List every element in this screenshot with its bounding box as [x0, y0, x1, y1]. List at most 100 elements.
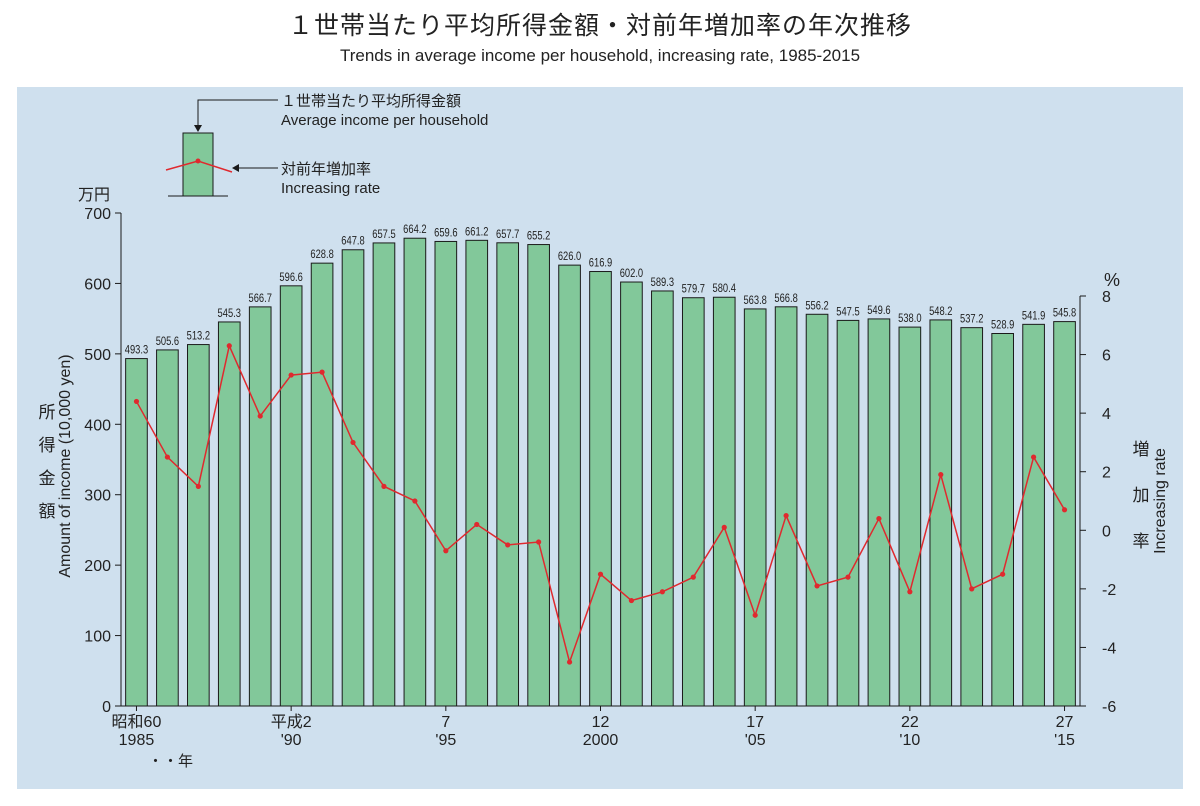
rate-point-1994 [412, 498, 418, 504]
chart-subtitle: Trends in average income per household, … [339, 46, 861, 65]
income-bar-label-1993: 657.5 [372, 228, 395, 241]
income-bar-2015 [1053, 321, 1076, 707]
income-bar-1992 [341, 249, 365, 707]
income-bar-label-1991: 628.8 [310, 248, 333, 261]
income-bar-label-1998: 655.2 [527, 230, 550, 243]
rate-point-1988 [226, 343, 232, 349]
x-tick-label-year: '05 [745, 732, 766, 749]
income-bar-1985 [125, 358, 148, 707]
right-axis-label-en: Increasing rate [1152, 448, 1169, 554]
income-bar-2006 [774, 306, 798, 707]
income-bar-2012 [960, 327, 984, 707]
income-bar-label-1988: 545.3 [218, 307, 241, 320]
x-tick-label-era: 平成2 [271, 713, 312, 731]
rate-point-1985 [133, 398, 140, 405]
income-bar-1989 [248, 306, 272, 707]
x-tick-label-year: '90 [281, 732, 302, 749]
legend-bar-arrow [194, 125, 202, 132]
x-tick-label-year: '95 [435, 732, 456, 749]
left-axis-label-ja-char: 金 [39, 469, 56, 488]
left-tick-label: 700 [84, 206, 111, 223]
income-bar-label-2008: 547.5 [836, 305, 859, 318]
income-bar-2013 [991, 333, 1014, 707]
income-bar-label-1999: 626.0 [558, 250, 581, 263]
legend-bar-label-ja: １世帯当たり平均所得金額 [281, 93, 461, 110]
income-bar-label-2012: 537.2 [960, 313, 983, 326]
income-bar-1991 [310, 262, 334, 707]
left-tick-label: 400 [84, 417, 111, 434]
chart-title: １世帯当たり平均所得金額・対前年増加率の年次推移 [287, 11, 912, 40]
right-tick-label: -2 [1102, 582, 1116, 599]
income-bar-label-2010: 538.0 [898, 312, 921, 325]
right-tick-label: 8 [1102, 289, 1111, 306]
rate-point-2001 [628, 597, 635, 604]
rate-point-2004 [721, 524, 727, 530]
income-bar-1995 [434, 240, 458, 707]
left-tick-label: 500 [84, 347, 111, 364]
income-bar-label-1987: 513.2 [187, 330, 210, 343]
rate-point-1998 [536, 539, 542, 545]
x-tick-label-era: 27 [1056, 714, 1074, 731]
income-bar-label-1994: 664.2 [403, 223, 426, 236]
rate-point-1999 [566, 659, 573, 665]
income-bar-1994 [403, 237, 427, 707]
income-bar-label-2000: 616.9 [589, 256, 612, 269]
x-tick-label-year: 2000 [583, 732, 619, 749]
left-tick-label: 0 [102, 699, 111, 716]
legend-bar-label-en: Average income per household [281, 112, 488, 129]
rate-point-1993 [381, 483, 387, 489]
rate-point-2002 [659, 589, 665, 595]
x-year-suffix: ・・年 [148, 753, 193, 770]
legend: １世帯当たり平均所得金額 Average income per househol… [165, 93, 488, 197]
income-bar-2008 [836, 319, 860, 707]
rate-point-2006 [783, 513, 789, 519]
income-bar-1996 [465, 239, 489, 707]
income-bar-label-1990: 596.6 [279, 271, 302, 284]
rate-point-2011 [938, 472, 944, 478]
rate-point-1996 [474, 521, 480, 528]
x-tick-label-year: '10 [899, 732, 920, 749]
income-bar-1987 [187, 344, 210, 707]
rate-point-2012 [969, 586, 975, 592]
income-bar-label-1986: 505.6 [156, 335, 179, 348]
income-bar-2003 [681, 297, 705, 707]
right-tick-label: 4 [1102, 406, 1111, 423]
rate-point-1987 [195, 483, 201, 489]
right-tick-label: 0 [1102, 523, 1111, 540]
legend-line-label-en: Increasing rate [281, 180, 380, 197]
rate-point-1997 [505, 542, 511, 548]
income-bar-label-2005: 563.8 [743, 294, 766, 307]
rate-point-1986 [164, 454, 171, 460]
income-bar-label-1989: 566.7 [249, 292, 272, 305]
rate-point-2000 [597, 571, 604, 577]
income-bar-label-1985: 493.3 [125, 344, 148, 357]
rate-point-1991 [319, 369, 325, 375]
income-bar-label-2003: 579.7 [682, 283, 705, 296]
income-bar-label-2001: 602.0 [620, 267, 643, 280]
rate-point-2007 [814, 583, 820, 589]
rate-point-2013 [1000, 571, 1006, 577]
rate-point-1995 [443, 548, 449, 554]
income-bar-label-2007: 556.2 [805, 299, 828, 312]
income-bar-2010 [898, 326, 922, 707]
left-axis-label-en: Amount of income (10,000 yen) [57, 354, 74, 577]
right-tick-label: 2 [1102, 465, 1111, 482]
rate-point-2014 [1030, 454, 1037, 460]
right-axis-label-ja-char: 増 [1133, 440, 1150, 459]
rate-point-2005 [752, 612, 758, 618]
rate-point-2003 [690, 574, 696, 580]
left-tick-label: 300 [84, 488, 111, 505]
legend-line-label-ja: 対前年増加率 [281, 161, 371, 178]
x-tick-label-era: 22 [901, 714, 919, 731]
income-bar-2007 [805, 313, 829, 707]
income-bar-2005 [743, 308, 767, 707]
x-tick-label-era: 12 [592, 714, 610, 731]
right-tick-label: 6 [1102, 348, 1111, 365]
income-bar-label-2002: 589.3 [651, 276, 674, 289]
left-axis-label-ja-char: 額 [39, 502, 56, 521]
income-bar-label-2004: 580.4 [713, 282, 736, 295]
income-bar-2000 [589, 271, 612, 707]
x-tick-label-year: 1985 [119, 732, 155, 749]
income-bar-label-2006: 566.8 [774, 292, 797, 305]
